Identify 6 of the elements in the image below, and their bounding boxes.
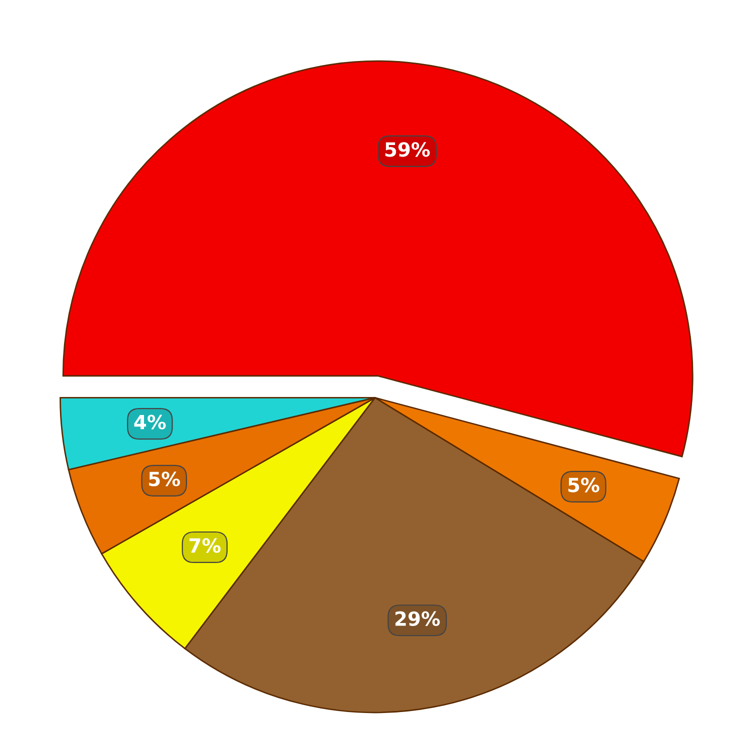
data-label: 4% <box>134 414 166 430</box>
data-label: 29% <box>395 611 440 626</box>
data-label: 5% <box>568 478 600 492</box>
data-label: 5% <box>149 472 180 486</box>
data-label: 59% <box>385 142 430 157</box>
data-label: 7% <box>190 538 221 553</box>
